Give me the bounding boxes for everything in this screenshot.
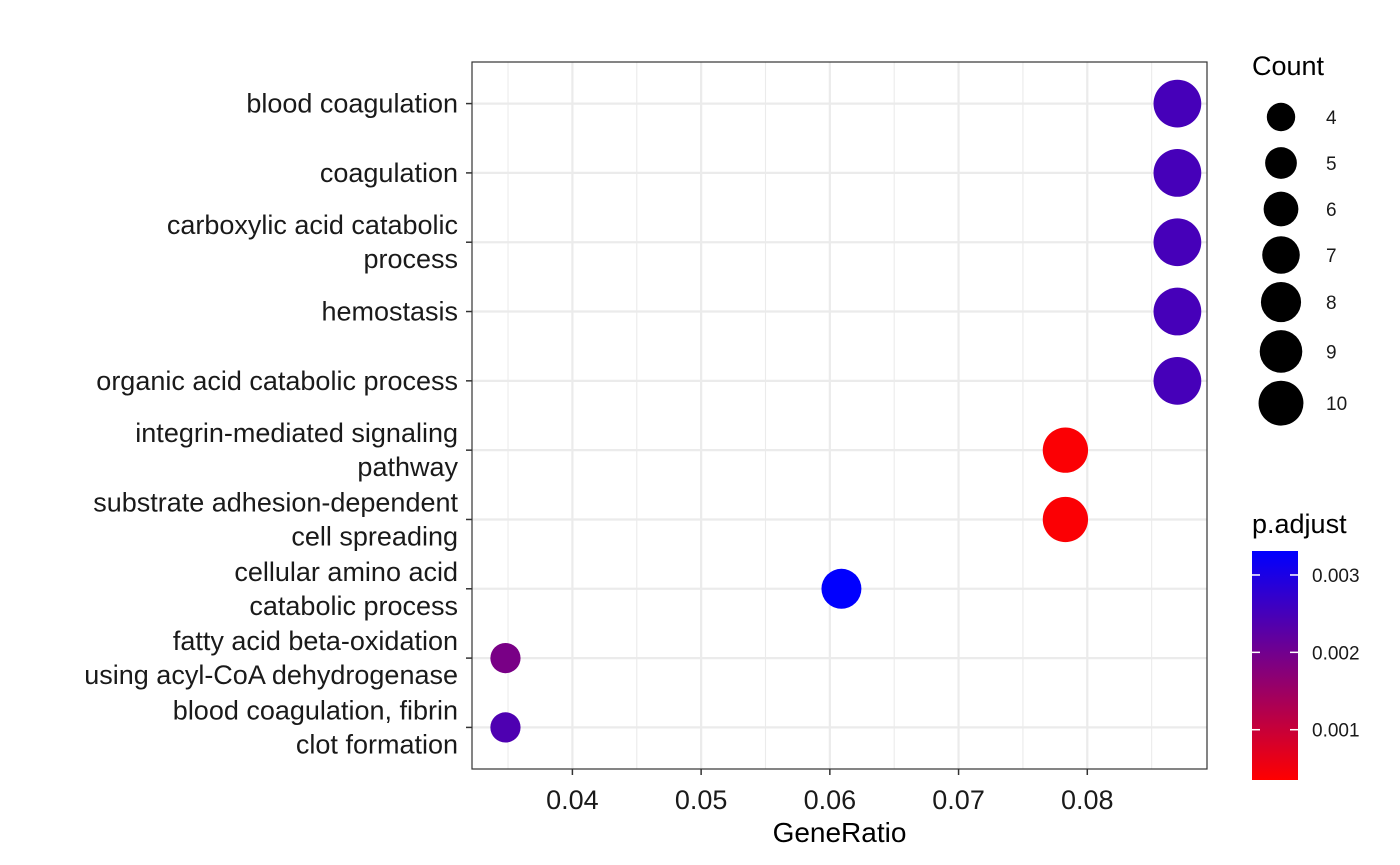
data-point bbox=[1153, 356, 1202, 405]
count-legend-key bbox=[1265, 147, 1297, 179]
y-tick-label: cell spreading bbox=[291, 521, 458, 551]
y-tick-label: using acyl-CoA dehydrogenase bbox=[84, 660, 458, 690]
data-points bbox=[490, 79, 1202, 743]
data-point bbox=[1153, 287, 1202, 336]
count-legend-key bbox=[1258, 380, 1304, 426]
p-adjust-legend-label: 0.002 bbox=[1312, 643, 1360, 664]
x-axis-title: GeneRatio bbox=[773, 817, 907, 848]
data-point bbox=[490, 642, 521, 674]
p-adjust-legend-label: 0.001 bbox=[1312, 721, 1360, 742]
y-tick-label: organic acid catabolic process bbox=[96, 366, 458, 396]
count-legend-label: 6 bbox=[1326, 200, 1337, 221]
data-point bbox=[1042, 496, 1089, 543]
x-tick-label: 0.07 bbox=[932, 785, 985, 815]
data-point bbox=[1153, 149, 1202, 197]
y-tick-label: process bbox=[363, 244, 458, 274]
x-tick-label: 0.08 bbox=[1061, 785, 1114, 815]
y-tick-label: catabolic process bbox=[249, 591, 458, 621]
p-adjust-legend: p.adjust 0.001 0.002 0.003 bbox=[1252, 509, 1360, 780]
y-tick-label: cellular amino acid bbox=[234, 557, 458, 587]
count-legend: Count 4 5 6 7 8 9 10 bbox=[1252, 51, 1347, 426]
count-legend-label: 9 bbox=[1326, 342, 1337, 363]
count-legend-label: 5 bbox=[1326, 154, 1337, 175]
data-point bbox=[490, 712, 521, 743]
y-tick-label: fatty acid beta-oxidation bbox=[173, 626, 458, 656]
data-point bbox=[821, 568, 862, 609]
y-tick-label: integrin-mediated signaling bbox=[135, 418, 458, 448]
count-legend-label: 10 bbox=[1326, 394, 1347, 415]
count-legend-key bbox=[1266, 102, 1296, 132]
y-tick-label: blood coagulation bbox=[246, 89, 458, 119]
p-adjust-legend-title: p.adjust bbox=[1252, 509, 1347, 539]
data-point bbox=[1153, 79, 1202, 128]
count-legend-label: 7 bbox=[1326, 246, 1337, 267]
p-adjust-legend-label: 0.003 bbox=[1312, 566, 1360, 587]
y-tick-label: pathway bbox=[357, 452, 458, 482]
count-legend-label: 4 bbox=[1326, 108, 1337, 129]
panel-border bbox=[471, 61, 1208, 770]
data-point bbox=[1042, 427, 1089, 473]
major-gridlines bbox=[472, 62, 1207, 769]
count-legend-key bbox=[1259, 330, 1303, 373]
y-tick-label: substrate adhesion-dependent bbox=[93, 487, 458, 517]
data-point bbox=[1153, 218, 1202, 267]
y-axis: blood coagulation coagulation carboxylic a… bbox=[84, 89, 472, 759]
count-legend-label: 8 bbox=[1326, 293, 1337, 314]
y-tick-label: blood coagulation, fibrin bbox=[173, 695, 458, 725]
p-adjust-colorbar bbox=[1252, 551, 1298, 780]
x-tick-label: 0.04 bbox=[546, 785, 599, 815]
y-tick-label: carboxylic acid catabolic bbox=[167, 210, 458, 240]
x-tick-label: 0.05 bbox=[675, 785, 728, 815]
y-tick-label: clot formation bbox=[296, 729, 458, 759]
count-legend-title: Count bbox=[1252, 51, 1325, 81]
y-tick-label: coagulation bbox=[320, 158, 458, 188]
count-legend-key bbox=[1262, 236, 1300, 274]
x-axis: 0.04 0.05 0.06 0.07 0.08 bbox=[546, 769, 1114, 815]
count-legend-key bbox=[1263, 191, 1299, 227]
x-tick-label: 0.06 bbox=[804, 785, 857, 815]
y-tick-label: hemostasis bbox=[321, 297, 458, 327]
count-legend-key bbox=[1260, 282, 1302, 323]
